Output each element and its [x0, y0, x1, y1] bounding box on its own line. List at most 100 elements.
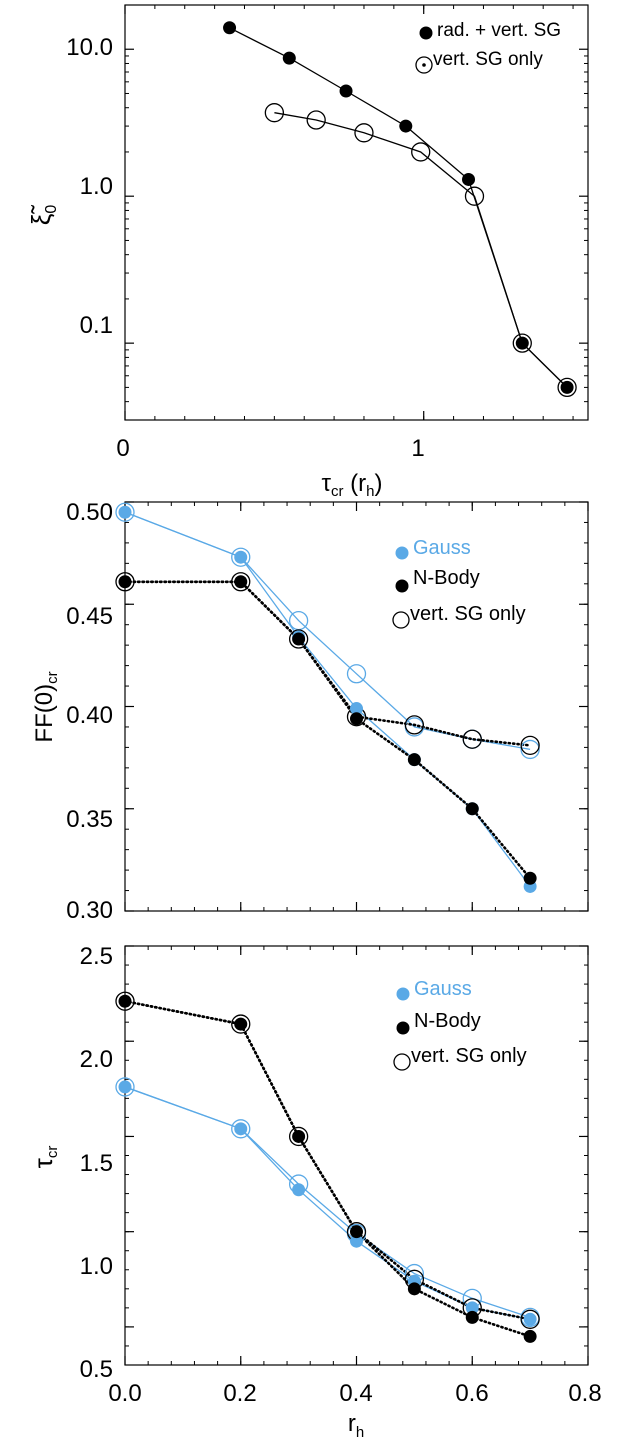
bottom-xtick-label-0.8: 0.8 — [568, 1380, 601, 1407]
bot-point-filled — [523, 1329, 537, 1343]
mid-point-filled — [234, 575, 248, 589]
top-point-filled — [339, 84, 353, 98]
top-point-filled — [282, 51, 296, 65]
middle-ytick-label-0.40: 0.40 — [66, 702, 113, 729]
bottom-legend-label-gauss: Gauss — [414, 978, 472, 1000]
top-point-open — [306, 110, 326, 130]
mid-point-open — [346, 664, 367, 684]
mid-point-open — [288, 629, 309, 649]
bot-point-filled — [234, 1017, 248, 1031]
top-series-line-0 — [229, 27, 568, 388]
top-point-filled — [462, 172, 476, 186]
top-point-open — [354, 123, 374, 143]
mid-point-open — [231, 572, 251, 592]
bot-point-open — [231, 1119, 251, 1139]
top-panel: 10.0 1.0 0.1 0 1 τcr (rh) ξ̃0 rad. + ver… — [26, 4, 589, 500]
top-y-axis-label: ξ̃0 — [26, 205, 60, 226]
middle-legend-marker-nbody — [395, 579, 409, 593]
top-point-open — [512, 333, 532, 353]
bot-point-filled — [350, 1225, 363, 1239]
bot-point-filled — [118, 1080, 132, 1094]
middle-legend-label-vert: vert. SG only — [410, 603, 526, 625]
middle-ytick-label-0.35: 0.35 — [66, 806, 113, 833]
top-point-open — [464, 186, 485, 206]
top-point-open — [557, 377, 577, 398]
mid-point-filled — [465, 802, 479, 816]
top-legend-marker-open — [415, 56, 433, 74]
bottom-legend-label-nbody: N-Body — [414, 1010, 481, 1032]
middle-legend-marker-gauss — [395, 546, 409, 560]
middle-markers — [115, 502, 540, 893]
bot-point-filled — [118, 994, 132, 1008]
mid-point-open — [404, 715, 425, 735]
bot-point-filled — [350, 1234, 363, 1248]
middle-legend: Gauss N-Body vert. SG only — [392, 537, 526, 629]
top-legend: rad. + vert. SG vert. SG only — [415, 20, 561, 74]
bot-point-filled — [234, 1122, 248, 1136]
mid-point-open — [520, 735, 540, 756]
bottom-xtick-label-0.2: 0.2 — [223, 1380, 256, 1407]
middle-y-axis-label: FF(0)cr — [31, 671, 61, 742]
bottom-y-axis-label: τcr — [28, 1146, 61, 1169]
bot-point-filled — [465, 1301, 479, 1315]
bottom-x-axis-label: rh — [348, 1410, 364, 1441]
bot-series-line-1 — [124, 1086, 531, 1319]
middle-ticks — [124, 501, 589, 912]
middle-panel: 0.50 0.45 0.40 0.35 0.30 FF(0)cr Gauss N… — [31, 499, 589, 924]
top-xtick-label-1: 1 — [411, 435, 424, 462]
mid-point-filled — [118, 575, 132, 589]
bot-point-filled — [292, 1183, 306, 1197]
middle-legend-label-nbody: N-Body — [413, 567, 480, 589]
bottom-markers — [115, 991, 540, 1343]
top-ytick-label-1: 1.0 — [80, 173, 113, 200]
bottom-legend-marker-gauss — [396, 987, 410, 1001]
bottom-ticks — [124, 945, 589, 1366]
bottom-panel: 2.5 2.0 1.5 1.0 0.5 0.0 0.2 0.4 0.6 0.8 … — [28, 943, 602, 1441]
top-point-filled — [560, 380, 574, 394]
bot-point-open — [115, 991, 135, 1011]
bottom-ytick-label-1.5: 1.5 — [80, 1150, 113, 1177]
bottom-ytick-label-0.5: 0.5 — [80, 1356, 113, 1383]
top-plot-frame — [124, 4, 589, 421]
top-legend-label-rad-vert: rad. + vert. SG — [437, 20, 561, 41]
mid-point-filled — [350, 702, 363, 716]
top-xtick-label-0: 0 — [116, 435, 129, 462]
mid-point-open — [520, 739, 540, 760]
bot-series-line-0 — [124, 1086, 531, 1320]
bot-point-open — [288, 1126, 309, 1147]
top-markers — [223, 21, 577, 398]
mid-point-filled — [350, 712, 363, 726]
bottom-plot-frame — [124, 945, 589, 1366]
top-legend-marker-open-dot — [422, 63, 426, 67]
mid-point-filled — [118, 505, 132, 519]
bottom-legend-label-vert: vert. SG only — [411, 1045, 527, 1067]
bottom-xtick-label-0.0: 0.0 — [108, 1380, 141, 1407]
top-ytick-label-0.1: 0.1 — [80, 312, 113, 339]
bot-point-filled — [523, 1312, 537, 1326]
bottom-xtick-label-0.6: 0.6 — [455, 1380, 488, 1407]
bottom-ytick-label-1.0: 1.0 — [80, 1253, 113, 1280]
top-ticks — [124, 5, 588, 420]
top-x-axis-label: τcr (rh) — [322, 470, 383, 500]
mid-point-filled — [407, 753, 421, 767]
middle-legend-label-gauss: Gauss — [413, 537, 471, 559]
bottom-legend: Gauss N-Body vert. SG only — [393, 978, 527, 1071]
middle-ytick-label-0.30: 0.30 — [66, 897, 113, 924]
top-point-filled — [223, 21, 237, 35]
middle-legend-marker-open — [392, 611, 410, 629]
bot-point-filled — [407, 1282, 421, 1296]
bottom-legend-marker-open — [393, 1053, 411, 1071]
mid-point-filled — [523, 871, 537, 885]
bottom-legend-marker-nbody — [396, 1021, 410, 1035]
bot-point-open — [231, 1014, 251, 1034]
mid-point-open — [462, 729, 482, 749]
top-point-open — [411, 142, 431, 162]
top-point-filled — [515, 336, 529, 350]
bot-point-open — [520, 1309, 540, 1329]
top-legend-marker-filled — [419, 26, 433, 40]
top-point-open — [264, 103, 285, 123]
mid-point-filled — [234, 550, 248, 564]
top-lines — [229, 27, 568, 388]
mid-point-open — [115, 572, 135, 592]
top-ytick-label-10: 10.0 — [66, 34, 113, 61]
